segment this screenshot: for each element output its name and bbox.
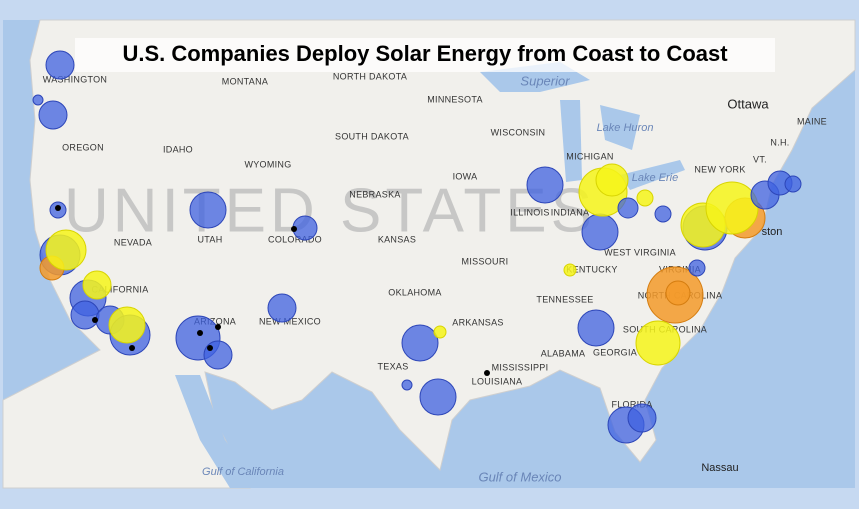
water-label: Gulf of Mexico [478,469,561,484]
state-label: NEW YORK [694,164,745,174]
state-label: KENTUCKY [566,264,617,274]
bubble [581,213,619,251]
bubble [70,300,100,330]
gulf-of-california [175,375,260,488]
bubble [433,325,447,339]
water-label: Lake Huron [597,122,654,134]
state-label: WISCONSIN [491,127,546,137]
dot [291,226,297,232]
state-label: N.H. [770,137,789,147]
state-label: WASHINGTON [43,74,108,84]
bubble [665,280,691,306]
bubbles [32,50,802,444]
state-label: MISSOURI [462,256,509,266]
state-label: SOUTH DAKOTA [335,131,409,141]
city-label: Ottawa [727,96,769,111]
dot [92,317,98,323]
water-label: Lake Erie [632,172,678,184]
dot [197,330,203,336]
state-label: NORTH DAKOTA [333,71,407,81]
state-label: TENNESSEE [536,294,593,304]
country-label: UNITED STATES [64,176,596,245]
state-label: NEVADA [114,237,152,247]
bubble [595,163,629,197]
bubble [401,379,413,391]
title-background [75,38,775,72]
bubble [635,320,681,366]
state-label: ILLINOIS [510,207,549,217]
bubble [108,306,146,344]
state-label: NEBRASKA [349,189,400,199]
water-label: Superior [520,73,570,88]
state-label: NEW MEXICO [259,316,321,326]
water-label: Gulf of California [202,466,284,478]
bubble [654,205,672,223]
state-label: WEST VIRGINIA [604,247,676,257]
state-label: ALABAMA [541,348,586,358]
state-label: LOUISIANA [472,376,523,386]
bubble [419,378,457,416]
dot [215,324,221,330]
bubble [82,270,112,300]
state-label: GEORGIA [593,347,637,357]
bubble [32,94,44,106]
state-label: UTAH [197,234,222,244]
state-label: MINNESOTA [427,94,483,104]
dot [484,370,490,376]
lake [600,105,640,150]
state-label: MISSISSIPPI [492,362,549,372]
state-label: MAINE [797,116,827,126]
city-label: Nassau [701,462,738,474]
bubble [526,166,564,204]
lake [560,100,582,182]
title: U.S. Companies Deploy Solar Energy from … [122,41,728,66]
state-label: KANSAS [378,234,416,244]
bubble [688,259,706,277]
bubble [267,293,297,323]
state-label: TEXAS [377,361,408,371]
bubble [45,229,87,271]
dot [129,345,135,351]
state-label: VT. [753,154,767,164]
state-label: FLORIDA [611,399,652,409]
state-label: MONTANA [222,76,268,86]
bubble [617,197,639,219]
land [2,19,856,489]
state-label: OKLAHOMA [388,287,441,297]
state-label: IDAHO [163,144,193,154]
lake [620,160,685,190]
state-label: INDIANA [551,207,590,217]
bubble [636,189,654,207]
bubble [45,50,75,80]
state-label: WYOMING [244,159,291,169]
dot [207,345,213,351]
bubble [705,181,759,235]
state-label: OREGON [62,142,104,152]
dot [55,205,61,211]
state-label: ARIZONA [194,316,236,326]
city-label: ston [762,226,783,238]
bubble [563,263,577,277]
bubble [401,324,439,362]
bubble [577,309,615,347]
state-label: IOWA [453,171,478,181]
state-label: CALIFORNIA [91,284,148,294]
state-label: ARKANSAS [452,317,503,327]
bubble [627,403,657,433]
bubble [784,175,802,193]
bubble [189,191,227,229]
state-label: COLORADO [268,234,322,244]
state-label: MICHIGAN [566,151,613,161]
bubble [38,100,68,130]
bubble [203,340,233,370]
